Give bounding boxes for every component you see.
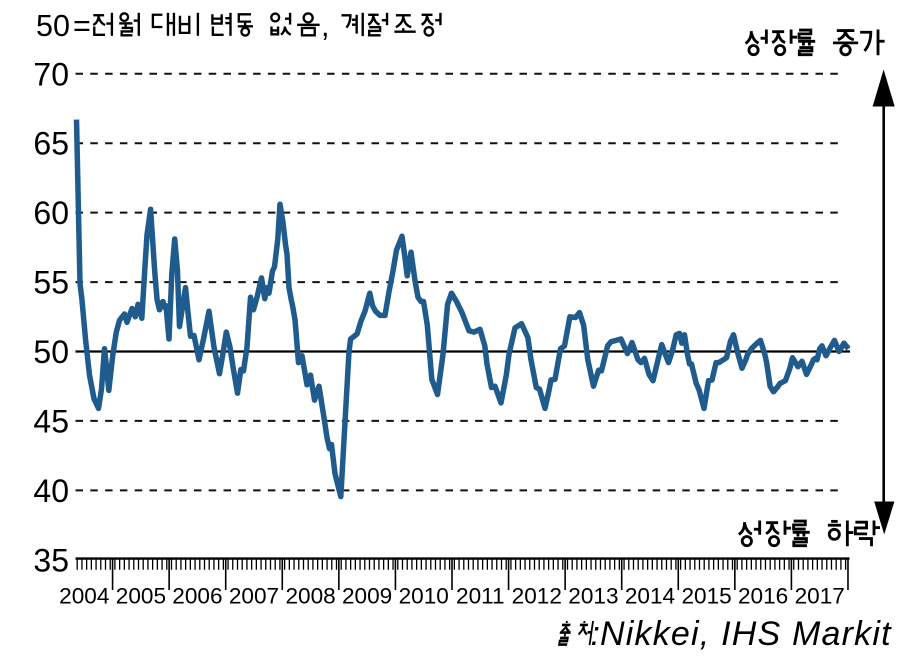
svg-text:=: = (73, 9, 91, 43)
svg-text:2011: 2011 (456, 584, 505, 609)
svg-text:60: 60 (33, 195, 69, 231)
svg-text:70: 70 (33, 56, 69, 92)
svg-text:2015: 2015 (681, 584, 731, 609)
svg-text:,: , (321, 9, 329, 43)
svg-text:35: 35 (33, 542, 69, 578)
svg-text:2016: 2016 (738, 584, 788, 609)
svg-text::: : (591, 615, 600, 653)
svg-text:2012: 2012 (512, 584, 562, 609)
svg-text:45: 45 (33, 403, 69, 439)
svg-text:55: 55 (33, 265, 69, 301)
svg-text:2014: 2014 (625, 584, 675, 609)
svg-text:2004: 2004 (59, 584, 109, 609)
svg-text:40: 40 (33, 473, 69, 509)
svg-text:2007: 2007 (229, 584, 279, 609)
svg-text:2009: 2009 (342, 584, 392, 609)
svg-text:50: 50 (36, 9, 70, 43)
svg-text:2010: 2010 (399, 584, 449, 609)
svg-text:65: 65 (33, 126, 69, 162)
svg-text:2006: 2006 (172, 584, 222, 609)
svg-text:2013: 2013 (568, 584, 618, 609)
svg-text:2008: 2008 (285, 584, 335, 609)
svg-text:50: 50 (33, 334, 69, 370)
svg-text:2005: 2005 (116, 584, 166, 609)
svg-text:2017: 2017 (795, 584, 845, 609)
svg-text:Nikkei, IHS Markit: Nikkei, IHS Markit (600, 615, 892, 653)
